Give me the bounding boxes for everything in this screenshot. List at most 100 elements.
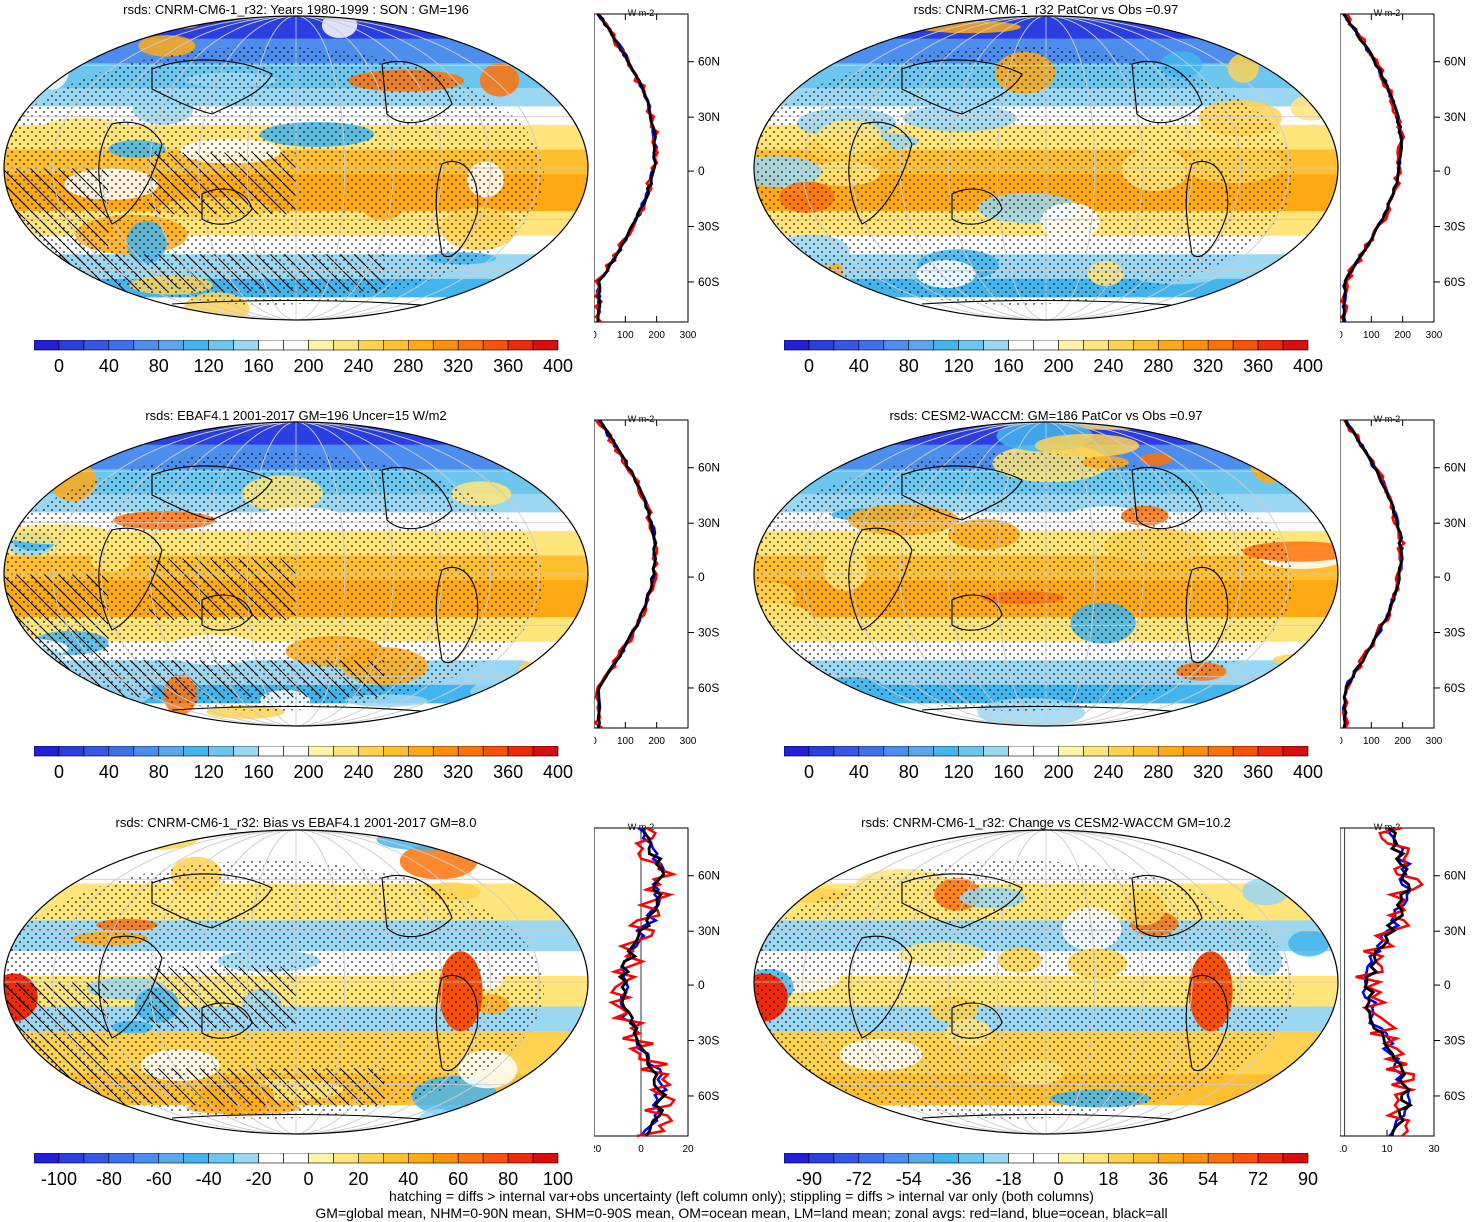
profile-lat-label: 60N [698,461,720,475]
colorbar-swatch [108,746,135,757]
colorbar-label: 0 [54,356,64,376]
colorbar-label: 400 [543,356,573,376]
colorbar-label: 160 [244,356,274,376]
colorbar-swatch [58,746,85,757]
colorbar-swatch [1083,1153,1109,1164]
colorbar-label: 0 [303,1169,313,1189]
colorbar-swatch [983,1153,1009,1164]
profile-lat-label: 30N [698,516,720,530]
colorbar-swatch [833,746,860,757]
global-map [3,421,589,727]
colorbar-label: -100 [41,1169,77,1189]
colorbar-label: 18 [1098,1169,1118,1189]
colorbar-label: 80 [899,356,919,376]
colorbar-label: -90 [796,1169,822,1189]
profile-unit: W m-2 [1374,414,1401,424]
colorbar-swatch [833,340,860,351]
colorbar-label: 0 [1053,1169,1063,1189]
profile-x-tick: 0 [594,736,597,747]
colorbar: 0 40 80 120 160 200 240 280 320 360 400 [784,340,1323,376]
all-zonal-line [596,12,657,323]
colorbar-swatch [83,746,110,757]
colorbar-label: -54 [896,1169,922,1189]
colorbar-swatch [507,746,534,757]
colorbar-label: 90 [1298,1169,1318,1189]
profile-lat-label: 30S [698,220,719,234]
colorbar-swatch [1182,746,1209,757]
colorbar-swatch [983,746,1009,757]
colorbar-label: 60 [448,1169,468,1189]
colorbar-swatch [432,746,459,757]
profile-lat-label: 60N [698,55,720,69]
colorbar-swatch [58,340,85,351]
colorbar-label: 320 [443,356,473,376]
colorbar-swatch [158,340,185,351]
profile-lat-label: 30N [698,110,720,124]
colorbar-label: -18 [996,1169,1022,1189]
colorbar-swatch [258,340,284,351]
colorbar-swatch [532,340,559,351]
colorbar-label: -20 [246,1169,272,1189]
land-zonal-line [1355,826,1425,1137]
colorbar-label: 360 [1243,356,1273,376]
profile-lat-label: 0 [1444,570,1451,584]
colorbar-label: 400 [1293,356,1323,376]
colorbar-label: 80 [149,356,169,376]
colorbar-swatch [1207,746,1234,757]
colorbar-swatch [983,340,1009,351]
colorbar-swatch [208,1153,234,1164]
colorbar-swatch [933,1153,959,1164]
colorbar-label: 20 [348,1169,368,1189]
colorbar-swatch [1083,340,1109,351]
colorbar-label: 54 [1198,1169,1218,1189]
colorbar-swatch [83,1153,110,1164]
colorbar-swatch [1108,340,1134,351]
colorbar-label: 120 [194,762,224,782]
colorbar-swatch [1083,746,1109,757]
profile-x-tick: 100 [1363,330,1380,341]
colorbar-label: -36 [946,1169,972,1189]
colorbar-label: 320 [1193,356,1223,376]
colorbar-swatch [1008,746,1034,757]
colorbar-label: 240 [1093,762,1123,782]
profile-x-tick: 200 [648,330,665,341]
global-map [753,15,1339,321]
colorbar-swatch [333,746,359,757]
colorbar-swatch [784,746,810,757]
land-zonal-line [608,826,678,1138]
all-zonal-line [1342,13,1404,323]
colorbar-swatch [958,746,984,757]
profile-lat-label: 60S [1444,275,1465,289]
profile-unit: W m-2 [628,8,655,18]
colorbar-swatch [532,1153,559,1164]
profile-x-tick: 0 [638,1144,644,1155]
colorbar: 0 40 80 120 160 200 240 280 320 360 400 [784,746,1323,782]
colorbar-swatch [883,746,910,757]
profile-x-tick: 100 [617,736,634,747]
profile-lat-label: 60S [1444,681,1465,695]
colorbar: 0 40 80 120 160 200 240 280 320 360 400 [34,340,573,376]
profile-lat-label: 30N [1444,516,1466,530]
panel-title: rsds: CNRM-CM6-1_r32 PatCor vs Obs =0.97 [913,2,1179,17]
colorbar-swatch [1257,746,1284,757]
profile-lat-label: 30S [698,626,719,640]
zonal-profile: W m-2 60N 30N 0 30S 60S 0 100 200 300 [594,414,720,747]
profile-x-tick: 0 [594,330,597,341]
colorbar-label: 120 [944,356,974,376]
profile-x-tick: 200 [1394,736,1411,747]
profile-lat-label: 60S [1444,1089,1465,1103]
colorbar-swatch [1108,746,1134,757]
colorbar-swatch [108,340,135,351]
global-map [753,421,1339,727]
panel-title: rsds: CNRM-CM6-1_r32: Bias vs EBAF4.1 20… [115,815,477,830]
colorbar-swatch [482,1153,509,1164]
zonal-profile: W m-2 60N 30N 0 30S 60S 0 100 200 300 [594,8,720,341]
colorbar-label: 40 [99,356,119,376]
colorbar-swatch [333,340,359,351]
colorbar-swatch [358,1153,384,1164]
colorbar-swatch [507,1153,534,1164]
colorbar-swatch [858,746,885,757]
colorbar-swatch [1282,1153,1309,1164]
colorbar-swatch [133,746,160,757]
profile-lat-label: 30S [1444,220,1465,234]
